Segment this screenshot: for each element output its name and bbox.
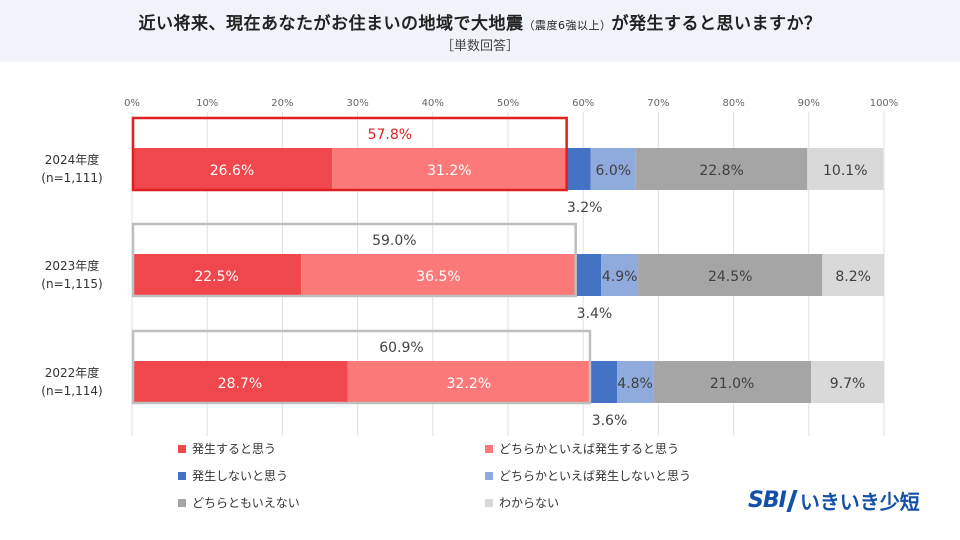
title-end: が発生すると思いますか？ bbox=[611, 14, 822, 34]
bar-segment bbox=[811, 361, 884, 403]
bar-segment bbox=[301, 254, 576, 296]
legend-item: 発生しないと思う bbox=[178, 467, 288, 484]
bar-data-label: 3.6% bbox=[592, 413, 628, 429]
legend-label: どちらかといえば発生すると思う bbox=[499, 442, 680, 456]
x-tick-label: 20% bbox=[271, 98, 293, 109]
legend-label: どちらかといえば発生しないと思う bbox=[499, 469, 692, 483]
title-small: （震度6強以上） bbox=[523, 19, 612, 32]
bar-data-label: 4.9% bbox=[602, 269, 638, 285]
legend-label: 発生すると思う bbox=[192, 442, 277, 456]
x-tick-label: 60% bbox=[572, 98, 594, 109]
legend-item: どちらともいえない bbox=[178, 494, 300, 511]
header-band bbox=[0, 0, 960, 62]
bar-data-label: 32.2% bbox=[447, 376, 491, 392]
bar-data-label: 24.5% bbox=[708, 269, 752, 285]
logo-slash bbox=[786, 489, 798, 512]
legend-swatch bbox=[485, 444, 493, 453]
total-data-label: 59.0% bbox=[372, 233, 416, 249]
bar-segment bbox=[347, 361, 590, 403]
bar-segment bbox=[566, 148, 591, 190]
bar-segment bbox=[617, 361, 654, 403]
bar-data-label: 36.5% bbox=[416, 269, 460, 285]
bar-segment bbox=[635, 148, 808, 190]
bar-segment bbox=[590, 148, 636, 190]
bar-data-label: 22.8% bbox=[699, 163, 743, 179]
legend-item: どちらかといえば発生しないと思う bbox=[485, 467, 691, 484]
x-tick-label: 70% bbox=[647, 98, 669, 109]
bar-segment bbox=[653, 361, 812, 403]
legend-swatch bbox=[485, 471, 493, 480]
category-label: 2024年度 bbox=[45, 152, 100, 167]
bar-data-label: 22.5% bbox=[194, 269, 238, 285]
bar-segment bbox=[638, 254, 823, 296]
bar-data-label: 3.4% bbox=[577, 306, 613, 322]
category-label: 2022年度 bbox=[45, 365, 100, 380]
category-n-label: (n=1,111) bbox=[41, 171, 102, 185]
category-n-label: (n=1,114) bbox=[41, 384, 102, 398]
bar-segment bbox=[132, 148, 333, 190]
bar-segment bbox=[575, 254, 602, 296]
x-tick-label: 50% bbox=[497, 98, 519, 109]
legend-swatch bbox=[178, 444, 186, 453]
x-tick-label: 10% bbox=[196, 98, 218, 109]
bar-data-label: 28.7% bbox=[218, 376, 262, 392]
page-title: 近い将来、現在あなたがお住まいの地域で大地震（震度6強以上）が発生すると思います… bbox=[0, 9, 960, 34]
total-highlight-box bbox=[131, 116, 568, 192]
category-label: 2023年度 bbox=[45, 258, 100, 273]
bar-data-label: 8.2% bbox=[835, 269, 871, 285]
total-data-label: 57.8% bbox=[368, 127, 412, 143]
bar-data-label: 31.2% bbox=[427, 163, 471, 179]
company-logo: SBI いきいき少短 bbox=[748, 486, 920, 515]
bar-data-label: 26.6% bbox=[210, 163, 254, 179]
legend-item: どちらかといえば発生すると思う bbox=[485, 440, 679, 457]
bar-segment bbox=[589, 361, 618, 403]
x-tick-label: 100% bbox=[870, 98, 899, 109]
legend-swatch bbox=[485, 498, 493, 507]
category-n-label: (n=1,115) bbox=[41, 277, 102, 291]
legend-label: わからない bbox=[499, 496, 560, 510]
legend-swatch bbox=[178, 471, 186, 480]
legend-item: 発生すると思う bbox=[178, 440, 276, 457]
x-tick-label: 30% bbox=[346, 98, 368, 109]
bar-data-label: 9.7% bbox=[830, 376, 866, 392]
legend-label: 発生しないと思う bbox=[192, 469, 289, 483]
bar-segment bbox=[807, 148, 884, 190]
bar-data-label: 6.0% bbox=[595, 163, 631, 179]
total-highlight-box bbox=[131, 222, 577, 298]
total-data-label: 60.9% bbox=[379, 340, 423, 356]
bar-segment bbox=[601, 254, 639, 296]
bar-data-label: 10.1% bbox=[823, 163, 867, 179]
bar-segment bbox=[332, 148, 567, 190]
bar-data-label: 3.2% bbox=[567, 200, 603, 216]
legend-label: どちらともいえない bbox=[192, 496, 300, 510]
bar-data-label: 21.0% bbox=[710, 376, 754, 392]
x-tick-label: 90% bbox=[798, 98, 820, 109]
bar-segment bbox=[132, 361, 348, 403]
legend-swatch bbox=[178, 498, 186, 507]
title-main: 近い将来、現在あなたがお住まいの地域で大地震 bbox=[138, 14, 524, 34]
x-tick-label: 80% bbox=[722, 98, 744, 109]
legend-item: わからない bbox=[485, 494, 559, 511]
bar-segment bbox=[132, 254, 302, 296]
x-tick-label: 0% bbox=[124, 98, 140, 109]
total-highlight-box bbox=[131, 329, 592, 405]
logo-brand: SBI bbox=[748, 488, 787, 513]
x-tick-label: 40% bbox=[422, 98, 444, 109]
bar-segment bbox=[822, 254, 884, 296]
logo-name: いきいき少短 bbox=[799, 490, 920, 514]
bar-data-label: 4.8% bbox=[617, 376, 653, 392]
page-subtitle: ［単数回答］ bbox=[440, 39, 519, 54]
